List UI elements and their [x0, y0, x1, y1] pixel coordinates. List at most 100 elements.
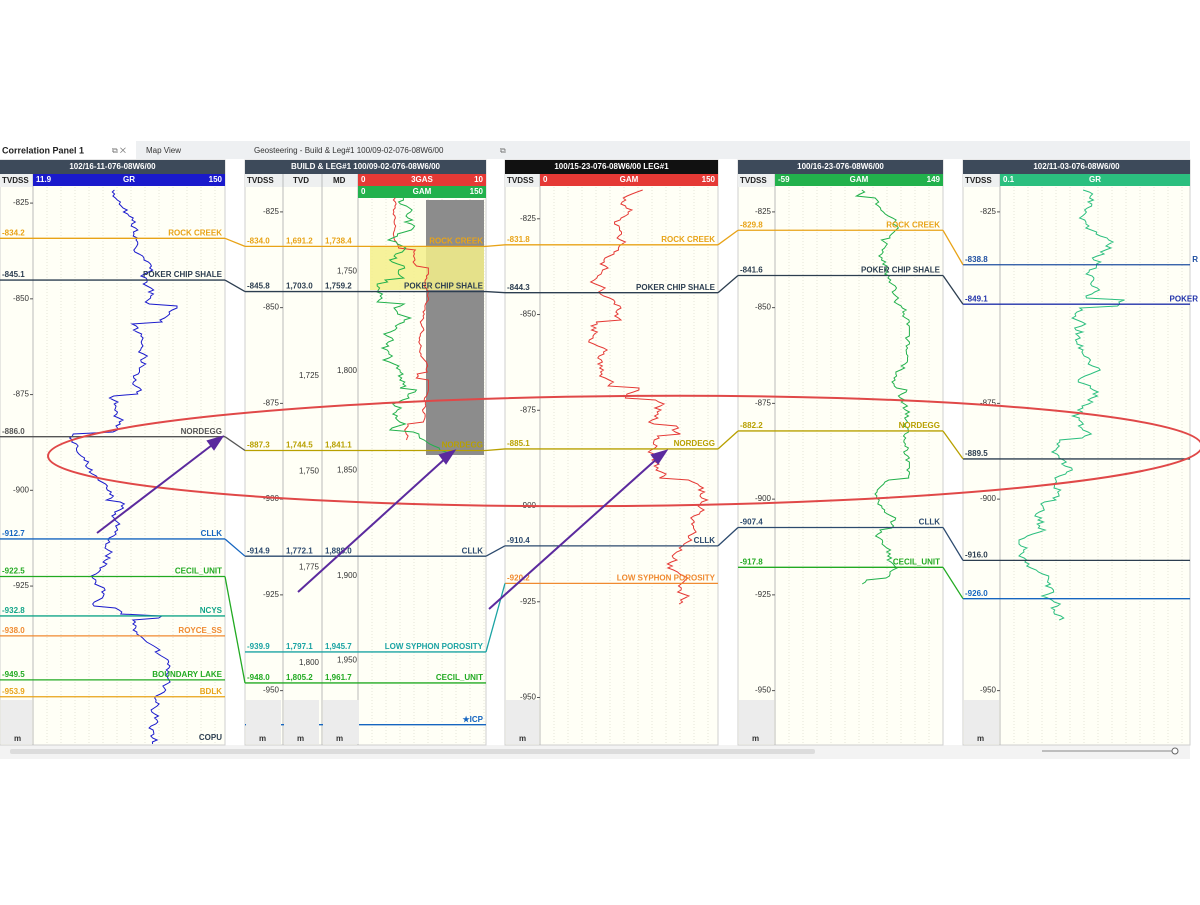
column-label: MD	[333, 176, 346, 185]
curve-name: GR	[123, 175, 135, 184]
well-header	[738, 160, 943, 174]
top-name: ROCK CREEK	[661, 235, 715, 244]
depth-tick-label: -925	[263, 590, 280, 599]
well-header	[245, 160, 486, 174]
depth-label: TVDSS	[740, 176, 767, 185]
top-md: 1,759.2	[325, 282, 352, 291]
top-name: POKER CHIP SHALE	[143, 270, 223, 279]
depth-tick-label: -950	[755, 686, 772, 695]
depth-tick-label: -875	[980, 398, 997, 407]
curve-name: GAM	[413, 187, 432, 196]
arrow	[297, 455, 449, 593]
top-name: CECIL_UNIT	[436, 673, 483, 682]
top-depth: -845.8	[247, 282, 270, 291]
curve-header	[540, 174, 718, 186]
column-label: TVD	[293, 176, 309, 185]
top-depth: -889.5	[965, 449, 988, 458]
top-name: CLLK	[201, 529, 223, 538]
top-md: 1,841.1	[325, 441, 352, 450]
top-tvd: 1,805.2	[286, 673, 313, 682]
tab-label[interactable]: Map View	[146, 146, 181, 155]
top-name: CECIL_UNIT	[893, 557, 940, 566]
arrows	[96, 435, 669, 610]
top-depth: -882.2	[740, 421, 763, 430]
top-name: BDLK	[200, 687, 222, 696]
top-depth: -938.0	[2, 626, 25, 635]
curve-max: 149	[927, 175, 941, 184]
curve-name: GAM	[850, 175, 869, 184]
depth-tick-label: -950	[980, 686, 997, 695]
zoom-knob[interactable]	[1171, 747, 1179, 755]
depth-tick-label: -925	[520, 597, 537, 606]
well-header	[963, 160, 1190, 174]
correlation-line	[485, 545, 506, 557]
depth-label: TVDSS	[507, 176, 534, 185]
top-depth: -834.0	[247, 236, 270, 245]
depth-header	[0, 174, 33, 187]
top-name: NCYS	[200, 606, 223, 615]
depth-header	[963, 174, 1000, 187]
wells: 102/16-11-076-08W6/00 TVDSS 11.9 GR 150 -825 -…	[0, 159, 1198, 746]
tab-icon[interactable]: ⧉	[500, 146, 506, 155]
top-depth: -844.3	[507, 283, 530, 292]
depth-footer	[284, 700, 319, 744]
correlation-line	[717, 229, 739, 246]
correlation-line	[942, 430, 964, 460]
depth-tick-label: -875	[520, 405, 537, 414]
curve-header	[1000, 174, 1190, 186]
depth-unit: m	[752, 734, 759, 743]
depth-tick-label: -900	[755, 494, 772, 503]
tab-icons[interactable]: ⧉ ✕	[112, 146, 126, 155]
top-tvd: 1,772.1	[286, 546, 313, 555]
depth-tick-label: -850	[13, 294, 30, 303]
curve-header	[33, 174, 225, 186]
top-name: POKER CHIP SHALE	[404, 282, 484, 291]
top-depth: -910.4	[507, 536, 530, 545]
top-name: NORDEGG	[442, 441, 483, 450]
top-name: ROCK CREEK	[886, 220, 940, 229]
depth-tick-label: -825	[263, 207, 280, 216]
correlation-line	[942, 229, 964, 266]
curve-min: 0.1	[1003, 175, 1015, 184]
top-name: CLLK	[919, 518, 941, 527]
curve-header	[358, 186, 486, 198]
tvd-tick-label: 1,725	[299, 371, 320, 380]
top-name: R	[1192, 255, 1198, 264]
tab-label[interactable]: Correlation Panel 1	[2, 145, 84, 155]
correlation-line	[717, 430, 739, 450]
active-tab[interactable]	[0, 141, 136, 159]
top-name: CLLK	[462, 546, 484, 555]
scrollbar[interactable]	[10, 749, 815, 754]
depth-tick-label: -875	[263, 398, 280, 407]
depth-tick-label: -900	[13, 485, 30, 494]
curve-name: GR	[1089, 175, 1101, 184]
top-depth: -926.0	[965, 589, 988, 598]
correlation-line	[942, 275, 964, 305]
curve-name: 3GAS	[411, 175, 433, 184]
top-depth: -829.8	[740, 220, 763, 229]
top-depth: -949.5	[2, 670, 25, 679]
top-depth: -920.2	[507, 573, 530, 582]
tvd-tick-label: 1,750	[299, 467, 320, 476]
depth-tick-label: -900	[980, 494, 997, 503]
tab-label[interactable]: Geosteering - Build & Leg#1 100/09-02-07…	[254, 146, 444, 155]
well-panel	[0, 159, 226, 746]
top-tvd: 1,703.0	[286, 282, 313, 291]
well-name: 100/15-23-076-08W6/00 LEG#1	[554, 162, 669, 171]
md-tick-label: 1,750	[337, 267, 358, 276]
correlation-line	[485, 448, 506, 452]
top-depth: -932.8	[2, 606, 25, 615]
top-depth: -917.8	[740, 557, 763, 566]
curve-max: 10	[474, 175, 483, 184]
top-name: ★ICP	[462, 715, 483, 724]
top-tvd: 1,744.5	[286, 441, 313, 450]
correlation-line	[485, 244, 506, 248]
depth-tick-label: -925	[13, 581, 30, 590]
top-name: POKER CHIP SHALE	[636, 283, 716, 292]
depth-tick-label: -825	[980, 207, 997, 216]
top-name: NORDEGG	[181, 427, 222, 436]
top-name: ROCK CREEK	[168, 228, 222, 237]
curve-min: 0	[361, 187, 366, 196]
well-name: 100/16-23-076-08W6/00	[797, 162, 884, 171]
